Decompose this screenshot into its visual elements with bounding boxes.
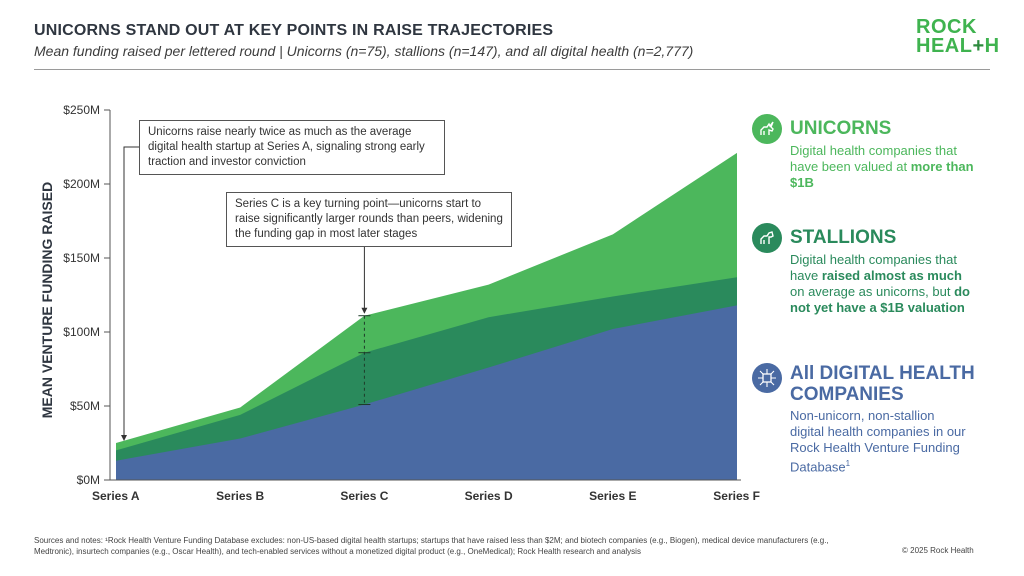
rock-health-logo: ROCK HEAL+H [916,16,999,57]
annotation-lines [121,146,371,441]
annotation-leader-a [123,146,139,440]
series-area-2 [116,305,737,480]
y-axis-label: MEAN VENTURE FUNDING RAISED [39,182,55,418]
x-tick-label: Series F [713,489,760,503]
legend-unicorns-heading: UNICORNS [790,118,892,139]
x-axis: Series A Series B Series C Series D Series E… [92,479,760,503]
y-tick-label: $50M [70,399,100,413]
legend-all-text-1: Non-unicorn, non-stallion digital health… [790,408,966,475]
logo-line-2: HEAL+H [916,35,999,57]
y-axis: $0M $50M $100M $150M $200M $250M [63,103,111,487]
source-notes: Sources and notes: ¹Rock Health Venture … [34,536,829,556]
arrowhead-a [121,435,127,441]
y-tick-label: $200M [63,177,100,191]
y-tick-label: $150M [63,251,100,265]
annotation-series-c: Series C is a key turning point—unicorns… [226,192,512,247]
legend-all-heading: All DIGITAL HEALTH COMPANIES [790,363,975,405]
y-tick-label: $0M [77,473,100,487]
chart-areas [116,152,737,481]
legend-stallions-heading: STALLIONS [790,227,897,248]
logo-line-1: ROCK [916,16,977,38]
unicorn-icon [752,114,782,144]
y-tick-label: $250M [63,103,100,117]
y-tick-label: $100M [63,325,100,339]
x-tick-label: Series E [589,489,636,503]
x-tick-label: Series A [92,489,140,503]
legend-stallions-bold-1: raised almost as much [821,268,962,283]
legend-stallions-text-2: on average as unicorns, but [790,284,955,299]
header-divider [34,69,990,70]
x-tick-label: Series D [465,489,513,503]
legend-unicorns-text: Digital health companies that have been … [790,143,980,191]
logo-text-b: H [984,35,1000,57]
footnote-marker: 1 [845,459,851,468]
annotation-series-a: Unicorns raise nearly twice as much as t… [139,120,445,175]
x-tick-label: Series C [340,489,388,503]
legend-stallions-text: Digital health companies that have raise… [790,252,980,316]
legend-unicorns-bold-1: more than $1B [790,159,974,190]
legend-stallions-bold-2: do not yet have a $1B valuation [790,284,970,315]
logo-text-a: HEAL [916,35,973,57]
legend-stallions-text-1: Digital health companies that have [790,252,957,283]
copyright: © 2025 Rock Health [902,546,974,555]
legend-unicorns-text-1: Digital health companies that have been … [790,143,957,174]
legend-all-text: Non-unicorn, non-stallion digital health… [790,408,970,475]
circuit-icon [752,363,782,393]
arrowhead-c [361,307,368,314]
chart-subtitle: Mean funding raised per lettered round |… [34,43,694,59]
logo-plus: + [972,35,985,57]
chart-title: UNICORNS STAND OUT AT KEY POINTS IN RAIS… [34,22,554,39]
horse-icon [752,223,782,253]
x-tick-label: Series B [216,489,264,503]
